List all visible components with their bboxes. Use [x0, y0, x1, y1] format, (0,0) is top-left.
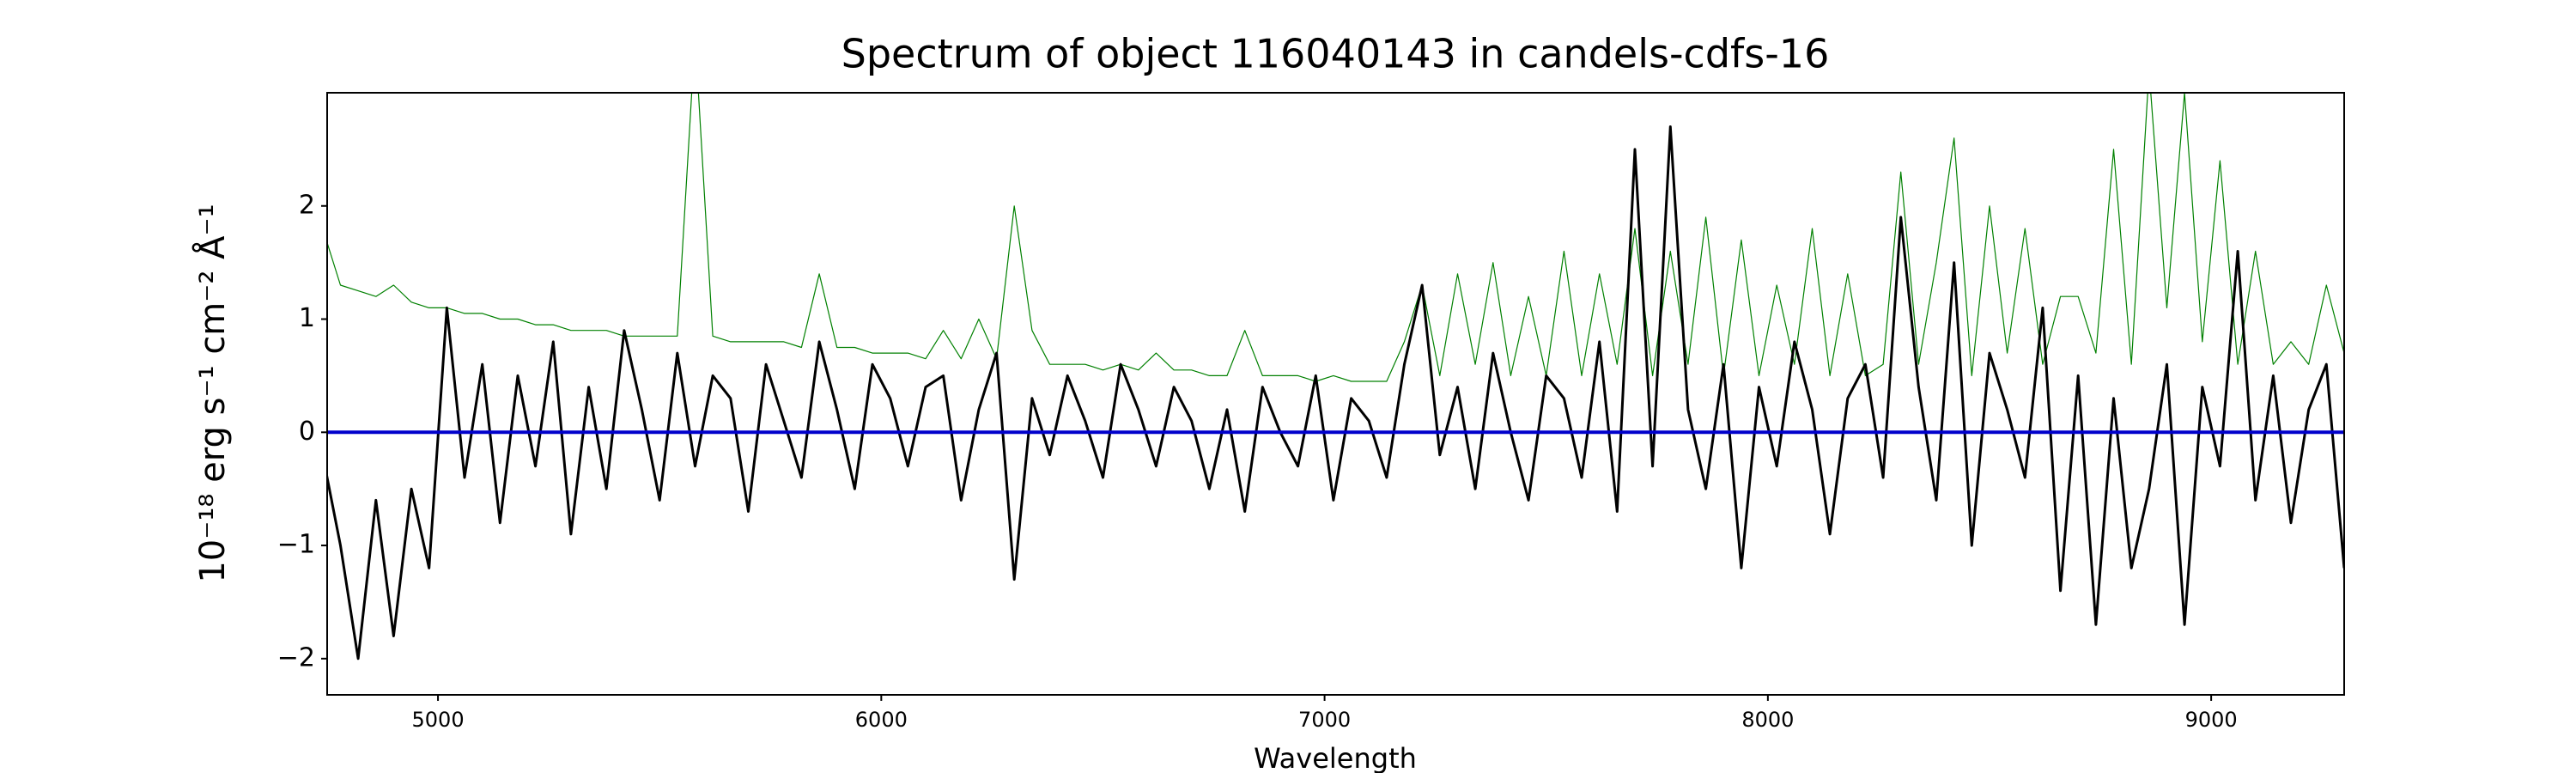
spectrum-line — [327, 125, 2344, 660]
plot-frame — [326, 92, 2345, 696]
x-tick-label: 5000 — [412, 708, 465, 732]
y-tick-label: −1 — [277, 530, 315, 560]
y-tick-label: 0 — [299, 417, 315, 447]
x-tick-label: 8000 — [1741, 708, 1794, 732]
y-axis-label: 10⁻¹⁸ erg s⁻¹ cm⁻² Å⁻¹ — [191, 204, 233, 582]
x-tick-label: 6000 — [855, 708, 908, 732]
y-tick-label: −2 — [277, 642, 315, 673]
x-tick-label: 9000 — [2185, 708, 2238, 732]
y-tick-label: 2 — [299, 190, 315, 220]
x-tick-label: 7000 — [1298, 708, 1351, 732]
plot-area — [327, 93, 2344, 660]
y-tick-label: 1 — [299, 303, 315, 333]
x-axis-label: Wavelength — [1254, 742, 1417, 773]
spectrum-line — [327, 93, 2344, 382]
chart-title: Spectrum of object 116040143 in candels-… — [841, 31, 1830, 77]
